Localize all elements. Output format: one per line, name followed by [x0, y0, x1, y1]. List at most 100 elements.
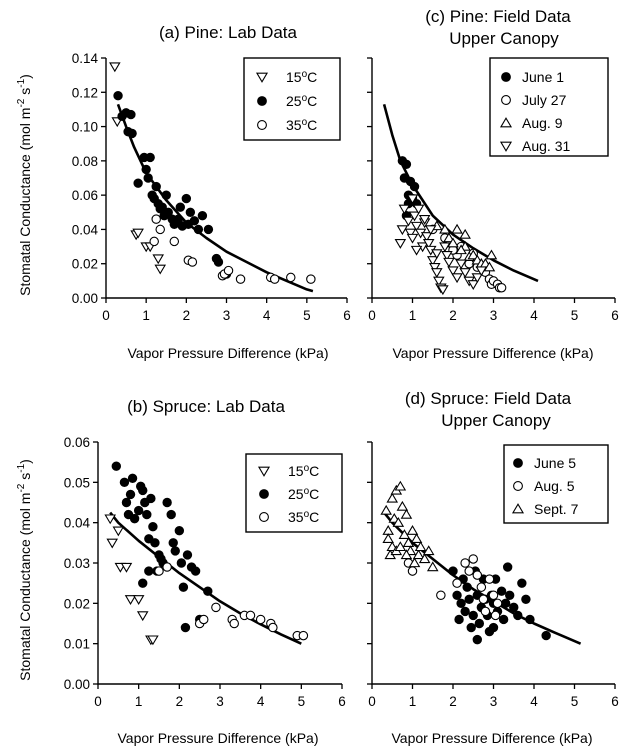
- series-points: [113, 91, 232, 279]
- fit-curve: [116, 103, 314, 293]
- data-point: [193, 224, 204, 235]
- data-point: [203, 224, 214, 235]
- data-point: [448, 566, 458, 576]
- data-point: [420, 232, 433, 242]
- data-point: [476, 582, 487, 592]
- x-tick-label: 1: [135, 694, 143, 709]
- fit-curve: [109, 511, 302, 645]
- data-point: [120, 562, 133, 573]
- legend-label: July 27: [522, 92, 567, 108]
- panel-c-title: (c) Pine: Field Data: [425, 7, 571, 26]
- y-tick-label: 0.12: [72, 85, 98, 100]
- data-point: [235, 274, 246, 284]
- legend-marker-shape: [511, 503, 525, 514]
- data-point: [422, 238, 435, 249]
- series-points: [104, 514, 159, 646]
- y-tick-label: 0.01: [64, 637, 90, 652]
- legend-marker-shape: [501, 72, 511, 82]
- data-point: [169, 236, 180, 247]
- data-point: [400, 549, 413, 560]
- data-point: [451, 223, 463, 234]
- legend-marker-shape: [257, 466, 271, 477]
- data-point: [478, 594, 489, 605]
- data-point: [464, 594, 474, 604]
- data-point: [408, 557, 421, 568]
- data-point: [436, 590, 446, 601]
- x-tick-label: 5: [303, 308, 311, 323]
- data-point: [129, 513, 140, 524]
- data-point: [255, 614, 266, 625]
- x-tick-label: 5: [298, 694, 306, 709]
- data-point: [426, 256, 439, 266]
- data-point: [412, 549, 425, 560]
- legend-label: 35oC: [286, 117, 317, 133]
- panel-a-title: (a) Pine: Lab Data: [159, 23, 298, 42]
- data-point: [467, 280, 480, 290]
- data-point: [162, 497, 172, 508]
- data-point: [394, 238, 407, 249]
- data-point: [111, 461, 122, 471]
- legend-label: Aug. 5: [534, 478, 575, 494]
- data-point: [443, 232, 455, 243]
- series-points: [111, 461, 213, 633]
- data-point: [402, 537, 415, 548]
- panel-d-legend: June 5 Aug. 5 Sept. 7: [503, 444, 609, 524]
- data-point: [175, 202, 186, 212]
- data-point: [454, 614, 464, 625]
- panel-d-plot: 0 1 2 3 4 5 6: [367, 441, 619, 709]
- y-tick-label: 0.00: [64, 677, 90, 692]
- data-point: [418, 214, 431, 225]
- data-point: [157, 202, 167, 212]
- data-point: [119, 477, 130, 488]
- legend-marker-shape: [513, 458, 523, 468]
- x-tick-label: 6: [611, 308, 619, 323]
- data-point: [472, 570, 483, 580]
- panel-a-ylabel: Stomatal Conductance (mol m-2 s-1): [16, 74, 33, 296]
- data-point: [138, 578, 148, 588]
- legend-marker-shape: [255, 72, 269, 83]
- data-point: [509, 602, 519, 613]
- data-point: [286, 272, 296, 283]
- data-point: [203, 586, 213, 596]
- data-point: [396, 225, 409, 236]
- data-point: [146, 493, 156, 504]
- data-point: [181, 193, 192, 204]
- series-points: [154, 562, 309, 641]
- data-point: [460, 558, 470, 568]
- data-point: [455, 244, 467, 255]
- data-point: [176, 558, 187, 568]
- legend-marker: [513, 481, 523, 491]
- x-tick-label: 2: [449, 308, 457, 323]
- data-point: [174, 526, 185, 536]
- data-point: [121, 497, 132, 508]
- data-point: [414, 541, 427, 552]
- legend-label: 15oC: [288, 463, 319, 479]
- legend-label: 25oC: [288, 486, 319, 502]
- data-point: [396, 500, 409, 511]
- data-point: [490, 610, 501, 621]
- data-point: [133, 178, 143, 188]
- panel-c-plot: 0 1 2 3 4 5 6: [367, 57, 619, 323]
- x-tick-label: 0: [94, 694, 102, 709]
- legend-marker: [259, 489, 269, 499]
- data-point: [145, 152, 155, 163]
- data-point: [112, 526, 125, 537]
- legend-marker: [501, 95, 511, 105]
- legend-label: 15oC: [286, 69, 317, 85]
- data-point: [468, 610, 478, 621]
- data-point: [468, 554, 478, 564]
- legend-marker: [257, 96, 267, 106]
- data-point: [178, 582, 189, 592]
- data-point: [162, 562, 172, 572]
- panel-d-title: (d) Spruce: Field Data: [405, 389, 572, 408]
- x-tick-label: 6: [338, 694, 346, 709]
- x-tick-label: 0: [102, 308, 110, 323]
- data-point: [245, 610, 256, 621]
- x-tick-label: 1: [409, 308, 417, 323]
- data-point: [133, 505, 144, 516]
- data-point: [382, 533, 394, 543]
- data-point: [541, 630, 551, 641]
- data-point: [439, 242, 451, 253]
- x-tick-label: 3: [223, 308, 231, 323]
- data-point: [472, 634, 482, 645]
